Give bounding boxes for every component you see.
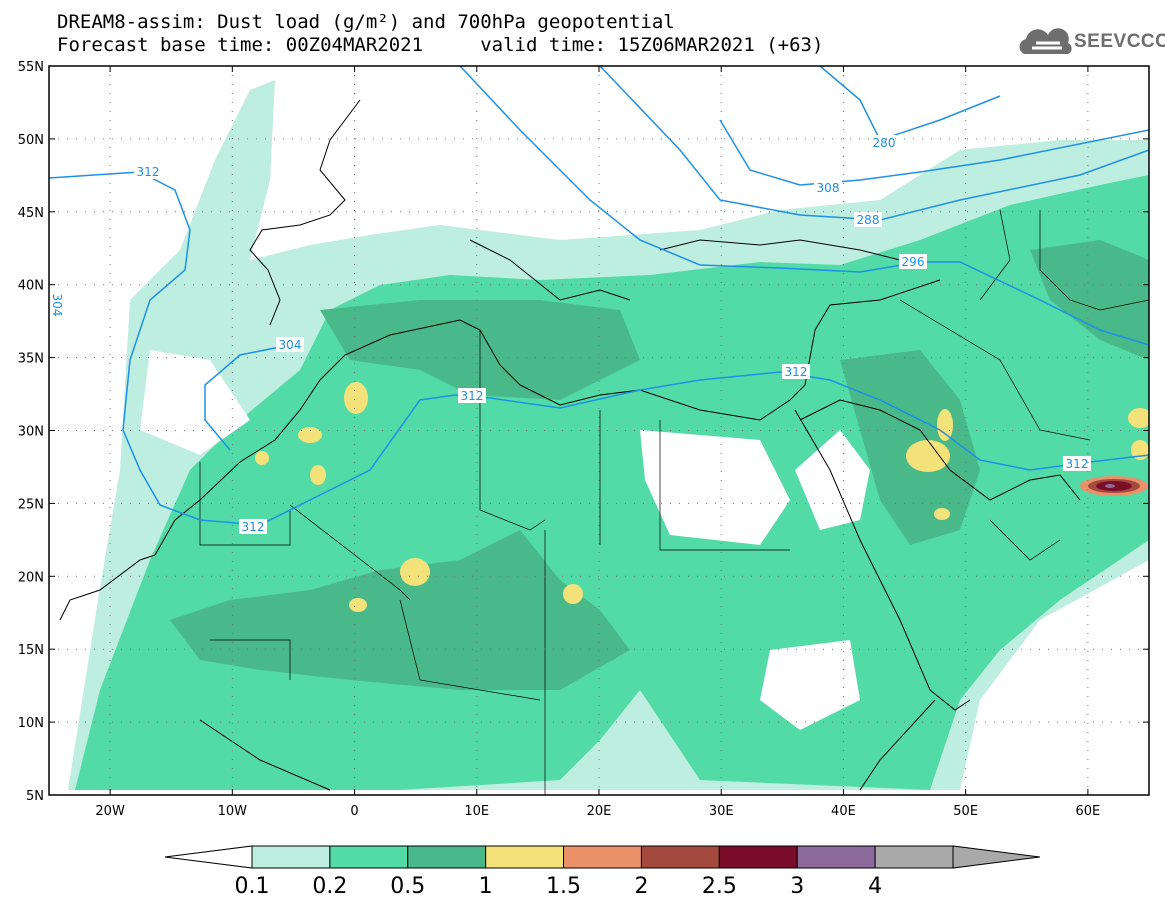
contour-label-bg (814, 180, 842, 195)
contour-label-bg (854, 212, 882, 227)
lat-axis: 55N 50N 45N 40N 35N 30N 25N 20N 15N 10N 5N (18, 60, 1149, 804)
lat-tick-label: 15N (18, 643, 44, 658)
colorbar-swatch (796, 845, 876, 869)
dust-region-yellow (1128, 408, 1149, 428)
colorbar-swatch (640, 845, 720, 869)
colorbar-label: 0.2 (312, 874, 347, 899)
contour-label: 308 (817, 181, 840, 195)
colorbar-swatch (485, 845, 565, 869)
colorbar-label: 4 (868, 874, 882, 899)
dust-region-yellow (298, 427, 322, 443)
colorbar-label: 1 (479, 874, 493, 899)
lat-tick-label: 35N (18, 352, 44, 367)
contour-label: 304 (279, 338, 302, 352)
contour-label: 312 (242, 520, 265, 534)
colorbar-low-arrow (164, 845, 253, 869)
lat-tick-label: 25N (18, 497, 44, 512)
dust-hole (760, 640, 860, 730)
colorbar-swatch (563, 845, 642, 869)
geopotential-contours (49, 66, 1149, 526)
colorbar-swatch (718, 845, 798, 869)
colorbar-label: 0.1 (235, 874, 270, 899)
contour-label-bg (899, 254, 927, 269)
contour-label-bg (276, 337, 304, 352)
colorbar-label: 1.5 (546, 874, 581, 899)
lon-tick-label: 20E (587, 804, 612, 819)
contour-label-bg (1063, 456, 1091, 471)
contour-label: 304 (50, 294, 64, 317)
lon-tick-label: 40E (831, 804, 856, 819)
dust-region-dark (1030, 240, 1149, 360)
lat-tick-label: 45N (18, 206, 44, 221)
dust-fields (49, 66, 1149, 795)
dust-hole (640, 430, 790, 545)
contour-label: 312 (1066, 457, 1089, 471)
dust-region-dark (170, 530, 630, 690)
chart-title-line2: Forecast base time: 00Z04MAR2021 valid t… (57, 34, 824, 56)
dust-region-yellow (563, 584, 583, 604)
contour-label-bg (43, 297, 71, 312)
dust-hole (140, 350, 250, 455)
lon-tick-label: 50E (953, 804, 978, 819)
country-borders (199, 209, 1149, 795)
dust-hole (795, 430, 870, 530)
logo-text: SEEVCCC (1074, 31, 1165, 52)
gridlines (49, 66, 1149, 795)
dust-region-yellow (937, 409, 953, 441)
contour-labels: 312 312 312 312 312 304 308 280 288 296 304 (43, 135, 1091, 534)
contour-label: 312 (461, 389, 484, 403)
cloud-icon (1019, 28, 1072, 54)
lat-tick-label: 10N (18, 716, 44, 731)
lon-tick-label: 10W (218, 804, 248, 819)
contour-label-bg (782, 364, 810, 379)
colorbar-high-arrow (952, 845, 1041, 869)
contour-label: 312 (785, 365, 808, 379)
colorbar-swatch (251, 845, 331, 869)
dust-region-yellow (255, 451, 269, 465)
dust-region-purple (1105, 484, 1115, 488)
contour-label: 296 (902, 255, 925, 269)
lat-tick-label: 20N (18, 570, 44, 585)
lon-axis: 20W 10W 0 10E 20E 30E 40E 50E 60E (95, 66, 1100, 819)
dust-region-yellow (349, 598, 367, 612)
lat-tick-label: 55N (18, 60, 44, 75)
lon-tick-label: 20W (95, 804, 125, 819)
contour-label-bg (134, 164, 162, 179)
colorbar-label: 2 (634, 874, 648, 899)
chart-title-line1: DREAM8-assim: Dust load (g/m²) and 700hP… (57, 11, 675, 33)
lat-tick-label: 5N (26, 789, 44, 804)
colorbar-label: 2.5 (702, 874, 737, 899)
lon-tick-label: 10E (464, 804, 489, 819)
lon-tick-label: 30E (709, 804, 734, 819)
colorbar-swatch (874, 845, 954, 869)
lat-tick-label: 40N (18, 279, 44, 294)
contour-label-bg (239, 519, 267, 534)
colorbar-label: 3 (790, 874, 804, 899)
contour-label-bg (458, 388, 486, 403)
colorbar: 0.1 0.2 0.5 1 1.5 2 2.5 3 4 (164, 845, 1041, 899)
contour-label: 288 (857, 213, 880, 227)
lon-tick-label: 0 (350, 804, 358, 819)
contour-label: 312 (137, 165, 160, 179)
dust-region-yellow (344, 382, 368, 414)
lat-tick-label: 50N (18, 133, 44, 148)
coastlines (59, 99, 1081, 791)
contour-label: 280 (873, 136, 896, 150)
colorbar-swatch (407, 845, 487, 869)
lon-tick-label: 60E (1076, 804, 1101, 819)
dust-region-yellow (400, 558, 430, 586)
colorbar-swatch (329, 845, 409, 869)
dust-region-yellow (934, 508, 950, 520)
dust-region-yellow (906, 440, 950, 472)
lat-tick-label: 30N (18, 425, 44, 440)
dust-region-yellow (310, 465, 326, 485)
colorbar-label: 0.5 (390, 874, 425, 899)
